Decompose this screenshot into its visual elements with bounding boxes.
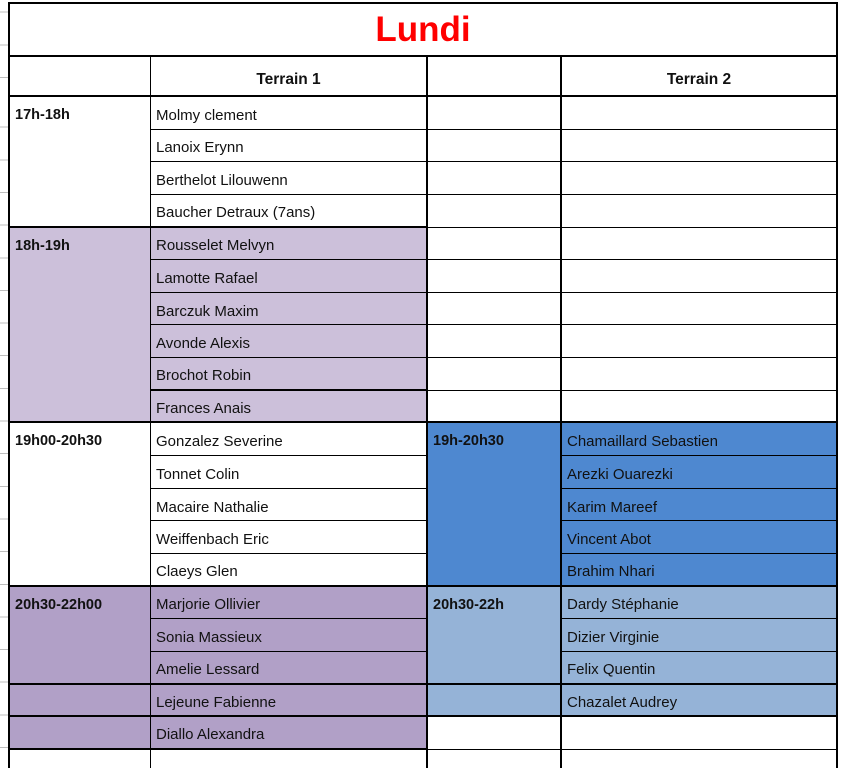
- cell-player[interactable]: Dizier Virginie: [562, 619, 836, 652]
- cell-empty[interactable]: [562, 750, 836, 768]
- cell-empty[interactable]: [562, 97, 836, 130]
- cell-player[interactable]: Gonzalez Severine: [151, 423, 428, 457]
- cell-player[interactable]: Amelie Lessard: [151, 651, 428, 685]
- cell-empty[interactable]: [562, 391, 836, 424]
- cell-empty[interactable]: [562, 293, 836, 326]
- cell-player[interactable]: Claeys Glen: [151, 553, 428, 587]
- cell-time-20h30-22h00[interactable]: 20h30-22h00: [10, 586, 151, 685]
- cell-empty[interactable]: [428, 260, 562, 293]
- cell-empty[interactable]: [428, 162, 562, 195]
- cell-empty[interactable]: [428, 325, 562, 359]
- cell-player[interactable]: Lanoix Erynn: [151, 129, 428, 163]
- cell-player[interactable]: Tonnet Colin: [151, 456, 428, 489]
- cell-player[interactable]: Lamotte Rafael: [151, 260, 428, 293]
- cell-player[interactable]: Brochot Robin: [151, 358, 428, 391]
- cell-player[interactable]: Chazalet Audrey: [562, 684, 836, 718]
- cell-time-18h-19h[interactable]: 18h-19h: [10, 227, 151, 424]
- cell-empty[interactable]: [562, 358, 836, 391]
- cell-empty[interactable]: [428, 227, 562, 261]
- terrain2-header-cell[interactable]: Terrain 2: [562, 57, 836, 97]
- cell-empty[interactable]: [562, 228, 836, 261]
- terrain1-header-cell[interactable]: Terrain 1: [151, 57, 428, 97]
- cell-time-20h30-22h[interactable]: 20h30-22h: [428, 586, 562, 685]
- cell-player[interactable]: Chamaillard Sebastien: [562, 423, 836, 457]
- cell-player[interactable]: Brahim Nhari: [562, 553, 836, 587]
- cell-empty[interactable]: [428, 97, 562, 130]
- cell-empty[interactable]: [428, 717, 562, 750]
- cell-empty[interactable]: [562, 325, 836, 359]
- day-title-cell[interactable]: Lundi: [10, 4, 836, 57]
- cell-time-20h30-extra1[interactable]: [10, 684, 151, 718]
- cell-player[interactable]: Marjorie Ollivier: [151, 586, 428, 620]
- cell-player[interactable]: Baucher Detraux (7ans): [151, 194, 428, 228]
- cell-empty[interactable]: [151, 749, 428, 768]
- cell-empty[interactable]: [428, 390, 562, 424]
- left-gutter-column: [0, 0, 8, 768]
- cell-empty[interactable]: [562, 130, 836, 163]
- cell-player[interactable]: Macaire Nathalie: [151, 488, 428, 522]
- cell-empty[interactable]: [562, 717, 836, 750]
- cell-player[interactable]: Diallo Alexandra: [151, 717, 428, 750]
- cell-player[interactable]: Felix Quentin: [562, 651, 836, 685]
- cell-empty[interactable]: [428, 129, 562, 163]
- cell-player[interactable]: Avonde Alexis: [151, 325, 428, 359]
- cell-player[interactable]: Karim Mareef: [562, 488, 836, 522]
- schedule-sheet: Lundi Terrain 1 Terrain 2 17h-18h 18h-19…: [8, 2, 838, 768]
- cell-empty[interactable]: [428, 292, 562, 326]
- cell-empty[interactable]: [428, 194, 562, 228]
- cell-empty[interactable]: [562, 195, 836, 228]
- cell-time-19h-20h30[interactable]: 19h-20h30: [428, 423, 562, 587]
- cell-player[interactable]: Berthelot Lilouwenn: [151, 162, 428, 195]
- cell-player[interactable]: Lejeune Fabienne: [151, 684, 428, 718]
- cell-time-20h30-extra2[interactable]: [10, 717, 151, 750]
- cell-player[interactable]: Molmy clement: [151, 97, 428, 130]
- cell-player[interactable]: Vincent Abot: [562, 521, 836, 554]
- cell-player[interactable]: Weiffenbach Eric: [151, 521, 428, 554]
- cell-player[interactable]: Rousselet Melvyn: [151, 227, 428, 261]
- cell-player[interactable]: Barczuk Maxim: [151, 292, 428, 326]
- cell-player[interactable]: Sonia Massieux: [151, 619, 428, 652]
- cell-time-17h-18h[interactable]: 17h-18h: [10, 97, 151, 228]
- cell-empty[interactable]: [428, 358, 562, 391]
- header-time-blank-cell[interactable]: [10, 57, 151, 97]
- cell-empty[interactable]: [562, 162, 836, 195]
- cell-player[interactable]: Arezki Ouarezki: [562, 456, 836, 489]
- cell-empty[interactable]: [562, 260, 836, 293]
- cell-player[interactable]: Dardy Stéphanie: [562, 586, 836, 620]
- cell-time-20h30-22h-extra[interactable]: [428, 684, 562, 718]
- cell-empty[interactable]: [10, 749, 151, 768]
- cell-player[interactable]: Frances Anais: [151, 390, 428, 424]
- cell-empty[interactable]: [428, 749, 562, 768]
- header-mid-blank-cell[interactable]: [428, 57, 562, 97]
- cell-time-19h00-20h30[interactable]: 19h00-20h30: [10, 423, 151, 587]
